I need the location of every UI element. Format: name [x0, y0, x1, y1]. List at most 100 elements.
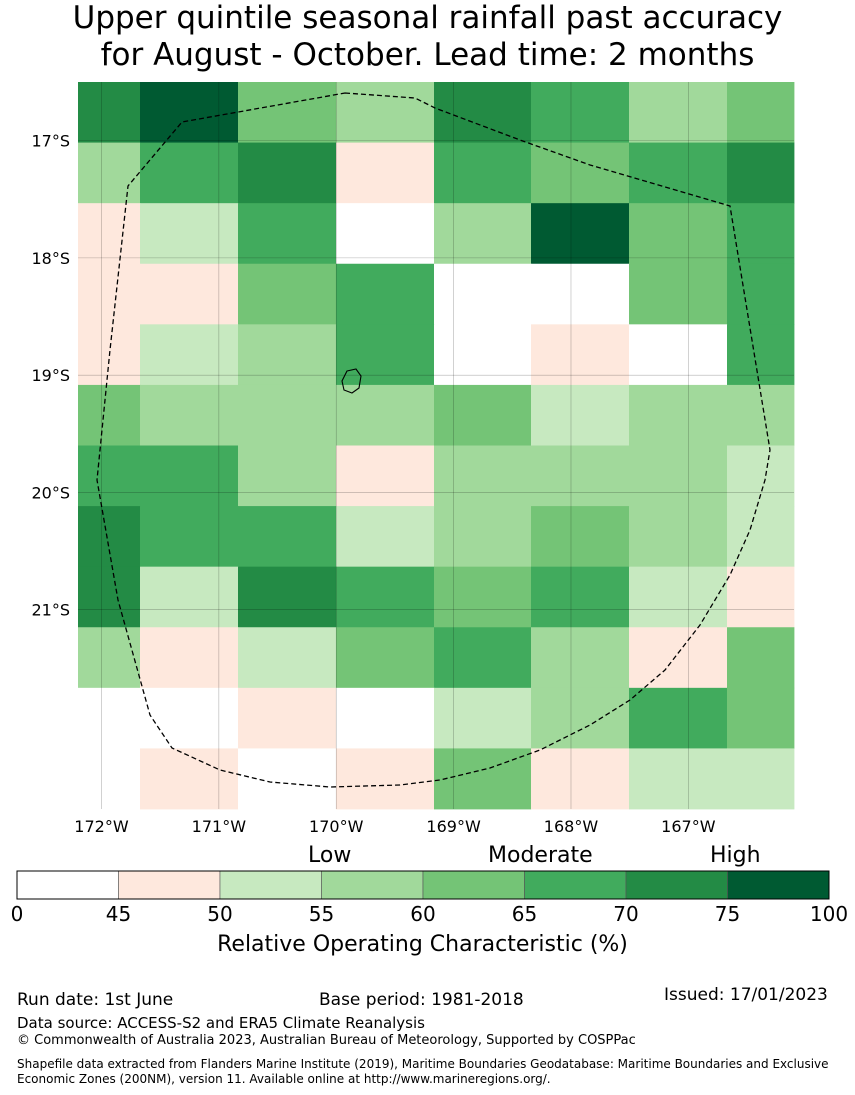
roc-cell: [238, 506, 337, 568]
roc-cell: [78, 142, 141, 204]
level-moderate: Moderate: [488, 843, 593, 868]
roc-cell: [434, 566, 532, 628]
colorbar-swatch: [727, 870, 830, 900]
roc-cell: [140, 566, 239, 628]
roc-cell: [531, 506, 630, 568]
roc-cell: [140, 627, 239, 689]
colorbar-tick-label: 70: [613, 902, 638, 926]
roc-cell: [629, 82, 728, 143]
title-line-1: Upper quintile seasonal rainfall past ac…: [72, 0, 783, 36]
roc-cell: [78, 263, 141, 325]
roc-cell: [238, 82, 337, 143]
roc-cell: [629, 324, 728, 386]
roc-cell: [336, 263, 435, 325]
roc-cell: [78, 82, 141, 143]
roc-cell: [238, 384, 337, 446]
roc-cell: [629, 384, 728, 446]
colorbar-tick-label: 50: [207, 902, 232, 926]
colorbar-tick-label: 60: [410, 902, 435, 926]
roc-cell: [140, 445, 239, 507]
roc-cell: [629, 445, 728, 507]
roc-cell: [531, 445, 630, 507]
roc-cell: [629, 687, 728, 749]
roc-cell: [336, 142, 435, 204]
colorbar-swatch: [219, 870, 322, 900]
colorbar-swatch: [524, 870, 627, 900]
roc-cell: [78, 506, 141, 568]
roc-cell: [629, 203, 728, 265]
roc-cell: [727, 142, 795, 204]
roc-cell: [140, 748, 239, 810]
roc-cell: [434, 142, 532, 204]
level-high: High: [710, 843, 761, 868]
roc-cell: [336, 566, 435, 628]
roc-cell: [238, 748, 337, 810]
roc-cell: [727, 82, 795, 143]
colorbar-tick-label: 0: [11, 902, 24, 926]
roc-cell: [629, 263, 728, 325]
roc-cell: [531, 203, 630, 265]
colorbar-label: Relative Operating Characteristic (%): [217, 932, 628, 957]
roc-cell: [629, 142, 728, 204]
roc-cell: [336, 627, 435, 689]
roc-cell: [140, 687, 239, 749]
latitude-ticks: 17°S 18°S 19°S 20°S 21°S: [31, 132, 70, 620]
roc-cell: [434, 445, 532, 507]
roc-cell: [238, 203, 337, 265]
colorbar-ticks: 0 45 50 55 60 65 70 75 100: [11, 902, 848, 926]
roc-cell: [727, 324, 795, 386]
colorbar-swatch: [118, 870, 221, 900]
roc-cell: [531, 142, 630, 204]
roc-cell: [140, 384, 239, 446]
roc-cell: [531, 627, 630, 689]
roc-cell: [531, 566, 630, 628]
roc-cell: [140, 506, 239, 568]
lon-tick-label: 170°W: [309, 817, 364, 836]
roc-cell: [78, 445, 141, 507]
colorbar-tick-label: 55: [309, 902, 334, 926]
colorbar-tick-label: 100: [810, 902, 848, 926]
map-title: Upper quintile seasonal rainfall past ac…: [0, 0, 855, 74]
colorbar-tick-label: 45: [106, 902, 131, 926]
roc-cell: [434, 748, 532, 810]
roc-cell: [78, 203, 141, 265]
roc-cell: [238, 445, 337, 507]
roc-cell: [140, 142, 239, 204]
roc-cell: [727, 263, 795, 325]
colorbar: [16, 870, 830, 900]
roc-cell: [531, 82, 630, 143]
roc-cell: [238, 627, 337, 689]
roc-cell: [78, 384, 141, 446]
roc-cell: [336, 324, 435, 386]
roc-cell: [140, 82, 239, 143]
roc-cell: [336, 687, 435, 749]
roc-cell: [434, 627, 532, 689]
shapefile-credit-2: Economic Zones (200NM), version 11. Avai…: [17, 1072, 551, 1086]
roc-cell: [434, 384, 532, 446]
lon-tick-label: 167°W: [661, 817, 716, 836]
roc-cell: [727, 566, 795, 628]
roc-cell: [531, 324, 630, 386]
data-source: Data source: ACCESS-S2 and ERA5 Climate …: [17, 1014, 425, 1032]
shapefile-credit-1: Shapefile data extracted from Flanders M…: [17, 1057, 829, 1071]
roc-cell: [336, 203, 435, 265]
eez-boundary: [96, 92, 771, 788]
colorbar-swatch: [422, 870, 525, 900]
roc-cell: [434, 324, 532, 386]
roc-cell: [336, 506, 435, 568]
title-line-2: for August - October. Lead time: 2 month…: [100, 37, 755, 73]
roc-cell: [78, 566, 141, 628]
roc-cell: [531, 263, 630, 325]
lon-tick-label: 169°W: [426, 817, 481, 836]
roc-cell: [140, 203, 239, 265]
roc-cell: [140, 263, 239, 325]
roc-cell: [336, 748, 435, 810]
roc-cell: [78, 687, 141, 749]
roc-cell: [78, 748, 141, 810]
roc-cell: [727, 627, 795, 689]
island-niue: [341, 368, 362, 394]
roc-cell: [336, 445, 435, 507]
roc-cell: [434, 687, 532, 749]
roc-cell: [78, 627, 141, 689]
